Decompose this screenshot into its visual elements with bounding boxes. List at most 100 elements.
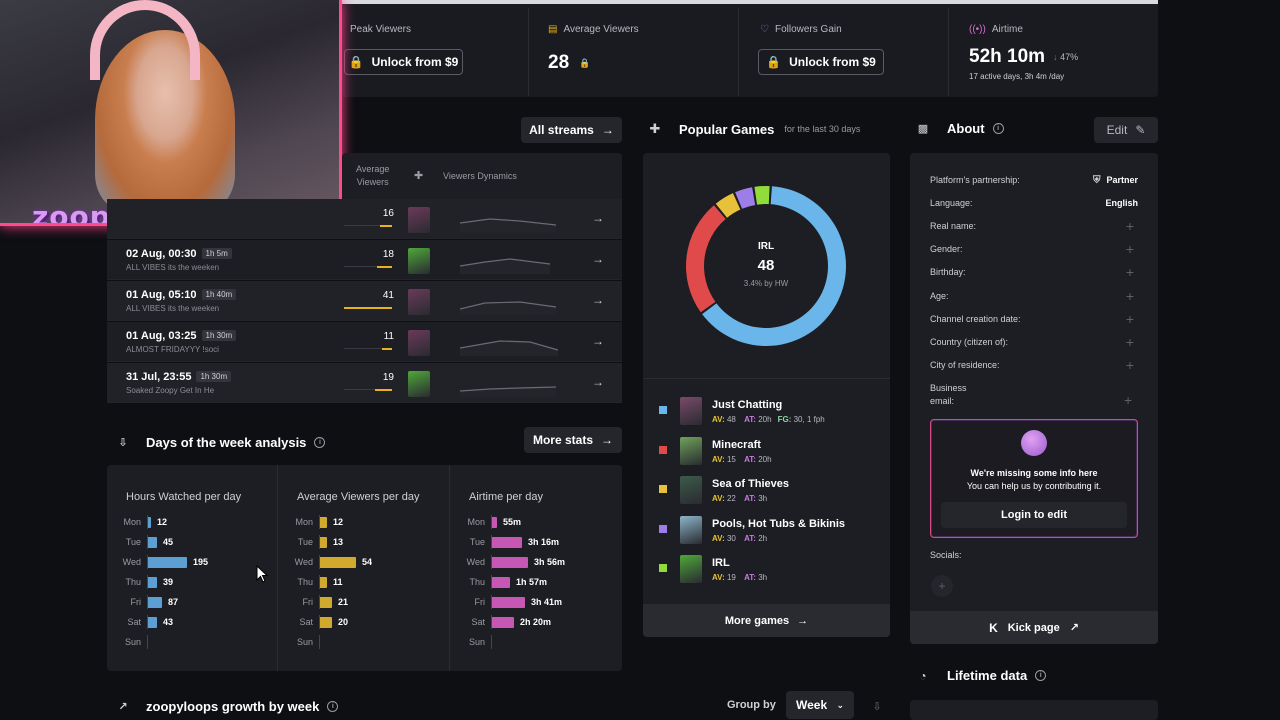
about-row: City of residence: + [930,357,1138,373]
dow-row: Sat 43 [107,615,173,629]
dow-day-label: Mon [467,517,485,527]
stream-game-thumbnail [408,330,430,356]
dow-axis [319,555,320,569]
stream-row[interactable]: 31 Jul, 23:55 1h 30m Soaked Zoopy Get In H… [107,363,622,403]
game-list-item[interactable]: IRL AV: 19 AT: 3h [643,551,890,589]
about-row: Birthday: + [930,264,1138,280]
dow-column-title: Average Viewers per day [297,491,420,503]
dow-value: 195 [193,557,209,567]
kick-page-button[interactable]: K Kick page ↗ [910,611,1158,644]
viewers-dynamics-sparkline [460,340,559,356]
game-thumbnail [680,476,702,504]
stream-row[interactable]: 16 → [107,199,622,239]
dow-value: 39 [163,577,174,587]
stat-airtime: ((•)) Airtime 52h 10m ↓ 47% 17 active day… [969,8,1149,96]
dow-axis [491,595,492,609]
edit-button[interactable]: Edit ✎ [1094,117,1158,143]
dow-title: Days of the week analysis [146,434,307,450]
stream-viewers-bar [344,307,392,309]
dow-axis [319,515,320,529]
pie-chart-icon: ◔ [919,668,927,683]
add-field-icon[interactable]: + [1125,218,1134,235]
arrow-right-icon[interactable]: → [592,252,604,266]
about-row: Country (citizen of): + [930,334,1138,350]
add-field-icon[interactable]: + [1125,333,1134,350]
about-row-label: Channel creation date: [930,313,1021,324]
viewers-dynamics-sparkline [460,218,557,233]
stream-row[interactable]: 02 Aug, 00:30 1h 5m ALL VIBES its the week… [107,240,622,280]
dow-bar [148,616,157,628]
stat-followers-gain: ♡ Followers Gain 🔒 Unlock from $9 [758,8,940,96]
dow-bar [148,536,157,548]
dow-row: Thu 39 [107,575,173,589]
download-icon[interactable]: ⇩ [872,700,882,713]
dow-axis [319,575,320,589]
info-icon[interactable]: i [327,700,339,712]
all-streams-button[interactable]: All streams → [521,117,622,143]
dow-value: 3h 41m [531,597,563,607]
info-icon[interactable]: i [992,123,1004,134]
game-list-item[interactable]: Minecraft AV: 15 AT: 20h [643,433,890,471]
donut-slice[interactable] [754,186,770,205]
kick-logo-icon: K [989,620,998,635]
game-meta: AV: 30 AT: 2h [712,533,768,543]
dow-day-label: Fri [130,597,142,607]
arrow-right-icon[interactable]: → [592,334,604,348]
dow-day-label: Thu [297,577,313,587]
download-icon[interactable]: ⇩ [118,436,128,449]
dow-day-label: Tue [125,537,141,547]
arrow-right-icon[interactable]: → [592,375,604,389]
game-list-item[interactable]: Sea of Thieves AV: 22 AT: 3h [643,472,890,510]
dow-bar [320,536,327,548]
add-field-icon[interactable]: + [1125,264,1134,281]
donut-slice[interactable] [715,193,741,218]
arrow-right-icon[interactable]: → [592,293,604,307]
dow-bar [320,596,332,608]
dow-day-label: Sat [127,617,141,627]
stream-row[interactable]: 01 Aug, 05:10 1h 40m ALL VIBES its the wee… [107,281,622,321]
info-icon[interactable]: i [314,436,326,448]
dow-bar [492,596,525,608]
game-color-dot [659,564,667,572]
unlock-peak-button[interactable]: 🔒 Unlock from $9 [344,49,463,75]
col-average-viewers: Average Viewers [356,164,390,187]
game-name: Just Chatting [712,399,783,411]
add-field-icon[interactable]: + [1125,241,1134,258]
add-field-icon[interactable]: + [1125,356,1134,373]
add-social-icon[interactable]: + [931,575,953,597]
stream-title: Soaked Zoopy Get In He [126,386,215,395]
info-icon[interactable]: i [1035,670,1047,681]
dow-axis [147,575,148,589]
game-name: Minecraft [712,438,761,451]
game-thumbnail [680,555,702,583]
dow-value: 87 [168,597,179,607]
missing-title: We're missing some info here [970,468,1098,478]
dow-axis [491,575,492,589]
donut-slice[interactable] [735,187,756,209]
more-games-button[interactable]: More games → [643,604,890,637]
unlock-followers-button[interactable]: 🔒 Unlock from $9 [758,49,884,75]
lifetime-title: Lifetime data [947,668,1028,683]
about-row-label: Real name: [930,221,977,232]
followers-gain-label: Followers Gain [774,24,842,35]
dow-row: Thu 11 [279,575,343,589]
add-business-email-icon[interactable]: + [1124,392,1133,408]
arrow-right-icon: → [797,614,809,627]
group-by-select[interactable]: Week ⌄ [786,691,854,719]
dow-row: Mon 12 [279,515,343,529]
add-field-icon[interactable]: + [1125,310,1134,327]
about-row: Platform's partnership: ⛨ Partner [930,172,1138,188]
donut-slice[interactable] [686,205,726,313]
headphones [90,0,200,80]
game-color-dot [659,485,667,493]
dow-day-label: Sat [299,617,313,627]
stream-row[interactable]: 01 Aug, 03:25 1h 30m ALMOST FRIDAYYY !soci… [107,322,622,362]
stream-duration: 1h 40m [201,289,237,300]
game-list-item[interactable]: Pools, Hot Tubs & Bikinis AV: 30 AT: 2h [643,512,890,550]
login-to-edit-button[interactable]: Login to edit [941,502,1127,528]
more-stats-button[interactable]: More stats → [524,427,622,453]
dow-value: 20 [338,617,349,627]
arrow-right-icon[interactable]: → [592,211,604,225]
add-field-icon[interactable]: + [1125,287,1134,304]
game-list-item[interactable]: Just Chatting AV: 48 AT: 20h FG: 30, 1 fph [643,393,890,431]
